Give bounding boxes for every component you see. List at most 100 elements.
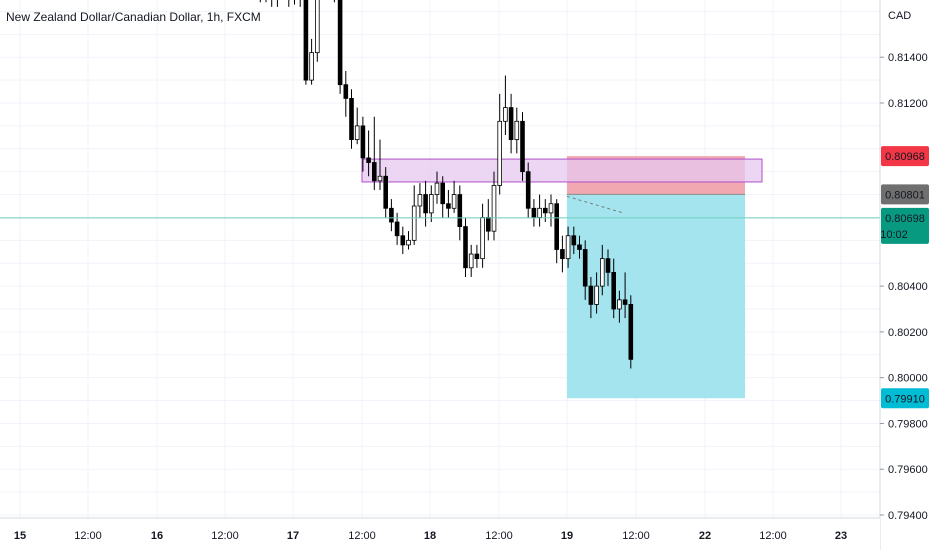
candle-body-up [314,0,320,54]
entry-price-label-background [881,184,929,205]
grid-lines [0,0,880,518]
candle-body-up [537,207,542,218]
time-tick-label: 12:00 [348,530,376,542]
candle-body-up [514,120,520,141]
price-tick-label: 0.79800 [888,418,928,430]
candle-body-down [560,249,565,260]
candle [314,0,320,62]
candle [514,107,520,154]
price-tick-label: 0.80000 [888,373,928,385]
stop-price-label-text: 0.80968 [885,151,925,163]
candle [303,0,309,85]
current-price-label-background [881,207,929,244]
candle [531,199,537,227]
candle [428,185,434,223]
candle [423,180,428,227]
time-tick-label: 12:00 [759,530,787,542]
candle-body-down [531,207,537,218]
candle [288,0,290,7]
candle [554,199,559,264]
candle-body-down [543,207,548,214]
candle [594,272,599,314]
time-tick-label: 17 [287,530,299,542]
candle [611,258,616,319]
candle [389,199,394,232]
candle-body-down [622,299,628,305]
candle [377,139,383,190]
candle [474,244,480,268]
candle [480,203,485,268]
price-tick-label: 0.80400 [888,281,928,293]
candle-body-down [582,249,588,287]
price-tick-label: 0.79600 [888,464,928,476]
candle [276,0,278,7]
candle [497,93,502,195]
candle-body-down [554,203,559,250]
candle [491,171,497,241]
candle-body-down [520,120,525,173]
candle-body-up [548,203,554,214]
candle [333,0,335,3]
price-tick-label: 0.81200 [888,98,928,110]
candle [451,180,457,213]
candle [520,112,525,181]
candle [294,0,295,5]
time-tick-label: 12:00 [622,530,650,542]
price-tick-label: 0.81400 [888,52,928,64]
price-axis[interactable]: CAD0.814000.812000.804000.802000.800000.… [879,0,932,550]
candle [617,290,622,323]
candle [525,162,531,218]
time-axis-background [0,518,880,550]
candle-body-up [594,285,599,305]
candle-body-up [491,184,497,232]
time-tick-label: 22 [699,530,711,542]
price-tick-label: 0.79400 [888,510,928,522]
candle [343,70,349,117]
candle-body-up [377,175,383,182]
candle-body-down [571,235,577,246]
candle [337,0,343,94]
candle-body-up [309,52,314,81]
candle-body-down [457,194,463,228]
candle [265,0,267,3]
candle [548,194,554,227]
candle [560,235,565,273]
candle-body-up [417,194,423,207]
candle-body-down [366,157,371,163]
candle [271,0,273,7]
candle-body-down [605,258,611,273]
time-tick-label: 12:00 [74,530,102,542]
stop-price-label-background [881,146,929,167]
candle [622,272,628,319]
candle [571,226,577,255]
current-price-label-countdown: 10:02 [880,229,908,241]
candle [354,107,360,145]
candle [309,38,314,85]
currency-label: CAD [888,10,911,22]
support-zone[interactable] [361,158,763,183]
stop-price-label: 0.80968 [881,146,929,167]
candle-body-down [588,285,594,305]
candle-body-down [525,171,531,209]
candle [411,185,417,245]
candle-body-down [508,107,514,141]
current-price-label: 0.80698 10:02 [880,207,929,244]
candle-body-up [406,239,411,246]
target-price-label-text: 0.79910 [885,393,925,405]
candle-body-down [485,217,491,232]
time-tick-label: 12:00 [485,530,513,542]
candle-body-up [428,194,434,214]
candle [446,189,451,218]
candle-body-down [303,0,309,81]
candle [371,116,377,190]
candle [588,276,594,319]
candle-body-down [423,194,428,214]
short-position-tool[interactable] [566,156,745,399]
time-axis[interactable]: 15 12:00 16 12:00 17 12:00 18 12:00 19 12:00 22 12:… [0,517,880,550]
candle-body-down [577,244,582,250]
entry-price-label-text: 0.80801 [885,189,925,201]
candle [417,183,423,218]
candle [440,176,445,218]
candle-body-down [337,0,343,86]
